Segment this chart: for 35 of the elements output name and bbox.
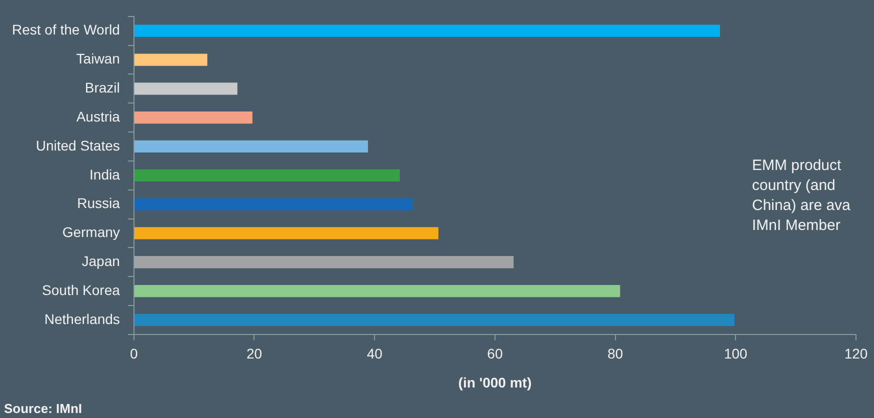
bar bbox=[134, 284, 620, 298]
bar bbox=[134, 112, 252, 124]
y-tick-label: Rest of the World bbox=[12, 22, 120, 38]
y-tick-label: Austria bbox=[76, 108, 120, 124]
bar bbox=[134, 82, 238, 95]
annotation: China) are ava bbox=[752, 196, 850, 216]
x-axis-title: (in '000 mt) bbox=[458, 374, 532, 390]
y-tick-label: Germany bbox=[62, 224, 120, 240]
x-tick-label: 0 bbox=[130, 346, 138, 362]
bar bbox=[134, 314, 734, 326]
bar bbox=[134, 198, 414, 210]
source-note: Source: IMnI bbox=[4, 401, 82, 416]
x-tick-label: 120 bbox=[844, 346, 868, 362]
y-tick-label: India bbox=[90, 166, 120, 182]
x-tick-label: 100 bbox=[724, 346, 748, 362]
bar bbox=[134, 227, 438, 240]
bar bbox=[134, 169, 400, 182]
y-tick-label: United States bbox=[36, 137, 120, 154]
annotation: country (and bbox=[752, 176, 836, 196]
bar bbox=[134, 140, 368, 153]
x-tick-label: 60 bbox=[487, 346, 503, 362]
y-tick-label: Brazil bbox=[84, 80, 120, 96]
y-tick-label: South Korea bbox=[42, 282, 120, 298]
bar bbox=[134, 24, 720, 37]
annotation: IMnI Member bbox=[752, 216, 842, 236]
bar bbox=[134, 256, 514, 268]
y-tick-label: Taiwan bbox=[76, 50, 120, 67]
x-tick-label: 40 bbox=[366, 346, 383, 362]
bar bbox=[134, 54, 208, 66]
x-tick-label: 20 bbox=[246, 346, 262, 362]
y-tick-label: Russia bbox=[77, 195, 120, 212]
x-tick-label: 80 bbox=[608, 346, 624, 362]
y-tick-label: Japan bbox=[82, 252, 120, 269]
y-tick-label: Netherlands bbox=[44, 310, 120, 327]
annotation: EMM product bbox=[752, 156, 842, 176]
